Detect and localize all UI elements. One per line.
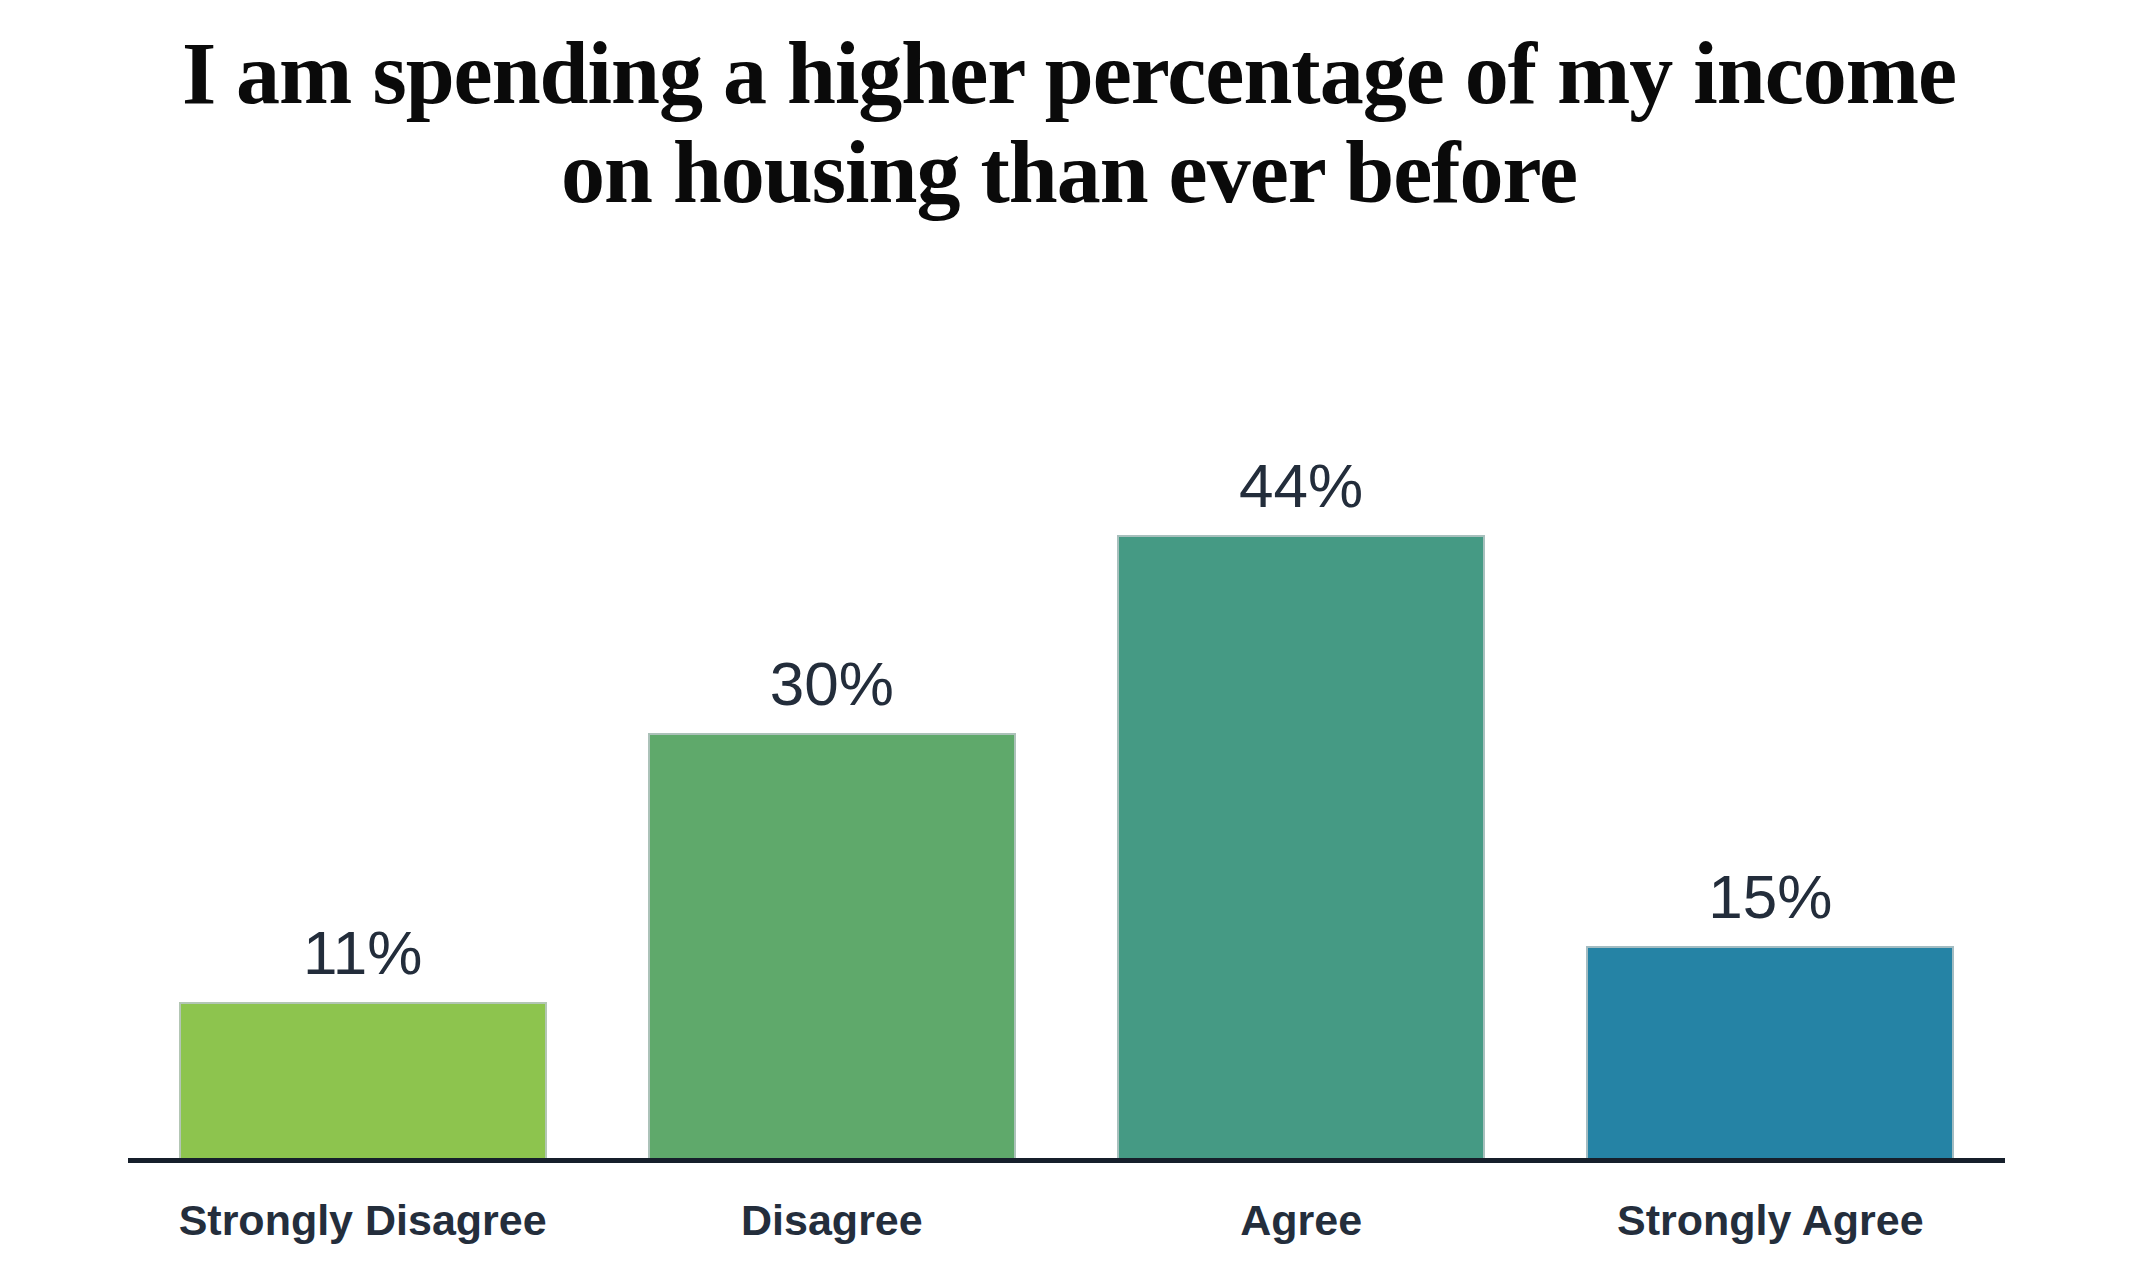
value-label-agree: 44% [1239, 455, 1363, 517]
bar-group-strongly-agree: 15% [1536, 866, 2005, 1158]
chart-canvas: I am spending a higher percentage of my … [0, 0, 2138, 1288]
x-axis-label-agree: Agree [1067, 1196, 1536, 1245]
bar-strongly-disagree [179, 1002, 547, 1158]
value-label-strongly-disagree: 11% [303, 922, 423, 984]
x-axis-labels: Strongly Disagree Disagree Agree Strongl… [128, 1196, 2005, 1245]
x-axis-label-disagree: Disagree [597, 1196, 1066, 1245]
bar-group-disagree: 30% [597, 653, 1066, 1158]
x-axis-label-strongly-agree: Strongly Agree [1536, 1196, 2005, 1245]
bar-group-strongly-disagree: 11% [128, 922, 597, 1158]
bar-agree [1117, 535, 1485, 1158]
value-label-strongly-agree: 15% [1708, 866, 1832, 928]
x-axis-line [128, 1158, 2005, 1163]
bar-strongly-agree [1586, 946, 1954, 1158]
x-axis-label-strongly-disagree: Strongly Disagree [128, 1196, 597, 1245]
plot-area: 11% 30% 44% 15% [128, 0, 2005, 1158]
bar-group-agree: 44% [1067, 455, 1536, 1158]
value-label-disagree: 30% [770, 653, 894, 715]
bars-row: 11% 30% 44% 15% [128, 0, 2005, 1158]
bar-disagree [648, 733, 1016, 1158]
